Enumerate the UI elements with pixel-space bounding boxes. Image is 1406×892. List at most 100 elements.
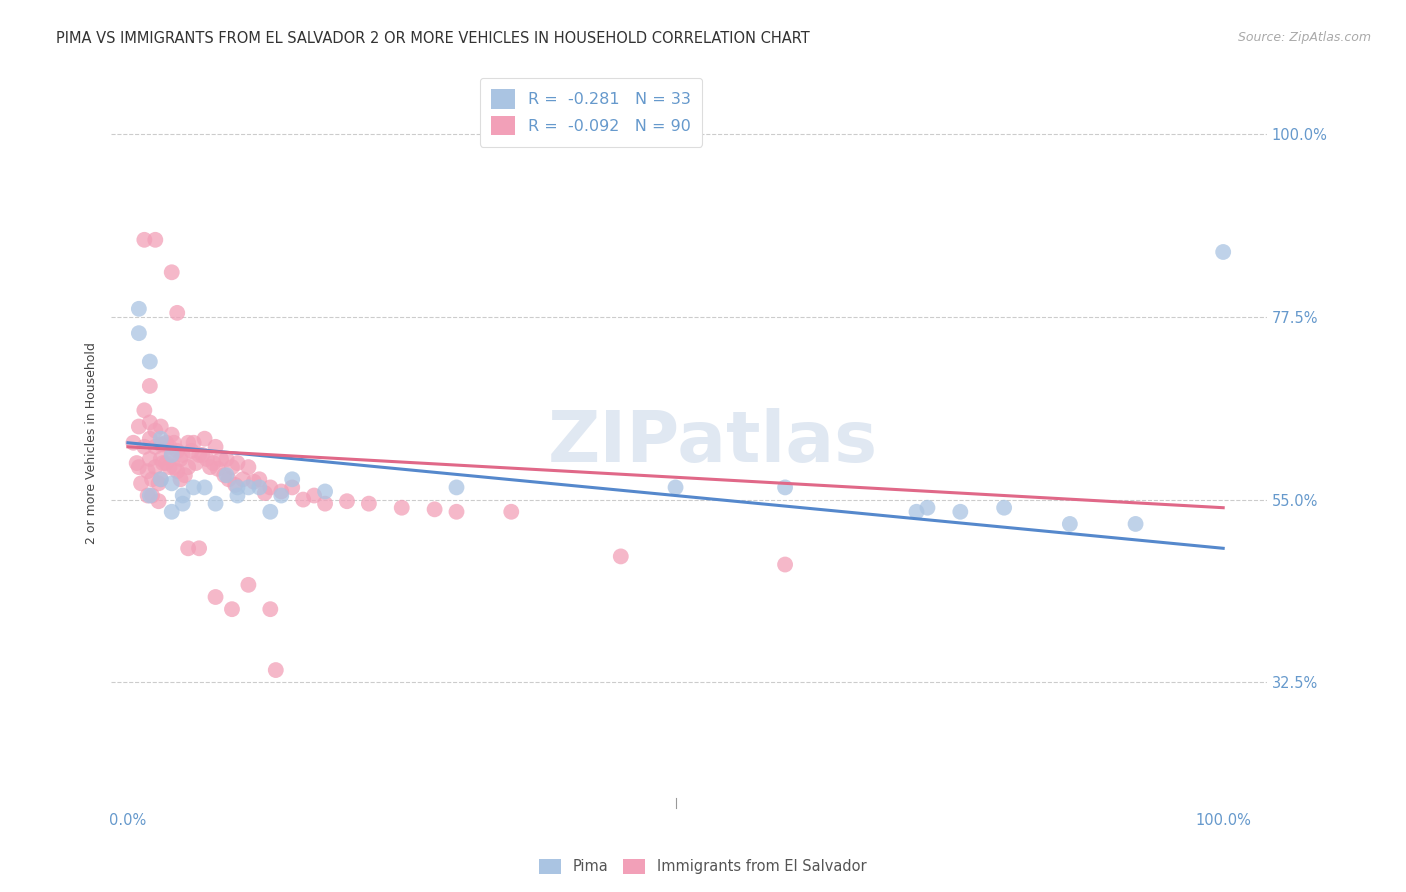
Point	[188, 448, 211, 462]
Point	[270, 484, 292, 499]
Point	[314, 484, 336, 499]
Legend: Pima, Immigrants from El Salvador: Pima, Immigrants from El Salvador	[534, 853, 872, 880]
Point	[501, 505, 523, 519]
Point	[302, 489, 325, 503]
Point	[180, 443, 202, 458]
Point	[136, 489, 159, 503]
Point	[259, 480, 281, 494]
Y-axis label: 2 or more Vehicles in Household: 2 or more Vehicles in Household	[86, 342, 98, 544]
Point	[1125, 516, 1147, 531]
Point	[1212, 244, 1234, 259]
Point	[259, 505, 281, 519]
Point	[128, 460, 150, 475]
Point	[224, 478, 246, 492]
Point	[183, 435, 205, 450]
Point	[148, 476, 170, 491]
Point	[139, 452, 162, 467]
Point	[238, 460, 260, 475]
Point	[247, 480, 270, 494]
Point	[215, 468, 238, 483]
Point	[172, 489, 194, 503]
Point	[148, 494, 170, 508]
Point	[993, 500, 1015, 515]
Point	[172, 448, 194, 462]
Point	[357, 497, 380, 511]
Point	[160, 448, 183, 462]
Point	[149, 452, 172, 467]
Point	[173, 468, 195, 483]
Point	[169, 472, 191, 486]
Point	[391, 500, 413, 515]
Point	[446, 480, 468, 494]
Point	[143, 440, 166, 454]
Point	[139, 354, 162, 368]
Point	[141, 489, 163, 503]
Point	[129, 476, 152, 491]
Point	[160, 476, 183, 491]
Point	[152, 456, 174, 470]
Point	[166, 464, 188, 478]
Point	[773, 480, 796, 494]
Point	[949, 505, 972, 519]
Point	[221, 460, 243, 475]
Point	[155, 435, 177, 450]
Point	[134, 233, 156, 247]
Point	[159, 460, 181, 475]
Point	[226, 489, 249, 503]
Point	[195, 452, 218, 467]
Point	[149, 472, 172, 486]
Point	[202, 456, 225, 470]
Point	[238, 578, 260, 592]
Point	[423, 502, 446, 516]
Point	[226, 480, 249, 494]
Point	[149, 437, 172, 451]
Point	[149, 432, 172, 446]
Text: PIMA VS IMMIGRANTS FROM EL SALVADOR 2 OR MORE VEHICLES IN HOUSEHOLD CORRELATION : PIMA VS IMMIGRANTS FROM EL SALVADOR 2 OR…	[56, 31, 810, 46]
Point	[177, 460, 200, 475]
Point	[214, 468, 236, 483]
Point	[226, 456, 249, 470]
Point	[664, 480, 686, 494]
Point	[610, 549, 633, 564]
Point	[134, 440, 156, 454]
Point	[188, 541, 211, 556]
Point	[905, 505, 928, 519]
Point	[281, 472, 304, 486]
Point	[163, 460, 186, 475]
Point	[177, 435, 200, 450]
Point	[204, 590, 226, 604]
Point	[194, 480, 217, 494]
Point	[143, 233, 166, 247]
Point	[125, 456, 148, 470]
Point	[446, 505, 468, 519]
Point	[139, 416, 162, 430]
Point	[149, 419, 172, 434]
Point	[122, 435, 145, 450]
Point	[160, 427, 183, 442]
Point	[207, 461, 229, 475]
Point	[184, 456, 207, 470]
Point	[139, 379, 162, 393]
Point	[166, 443, 188, 458]
Point	[169, 452, 191, 467]
Point	[221, 602, 243, 616]
Point	[139, 432, 162, 446]
Point	[215, 452, 238, 467]
Point	[155, 456, 177, 470]
Point	[281, 480, 304, 494]
Point	[292, 492, 315, 507]
Point	[232, 472, 254, 486]
Point	[270, 489, 292, 503]
Point	[204, 497, 226, 511]
Point	[204, 440, 226, 454]
Point	[917, 500, 939, 515]
Point	[160, 505, 183, 519]
Point	[128, 419, 150, 434]
Point	[149, 472, 172, 486]
Point	[218, 472, 240, 486]
Point	[152, 437, 174, 451]
Point	[128, 301, 150, 316]
Point	[191, 448, 214, 462]
Point	[336, 494, 359, 508]
Point	[194, 432, 217, 446]
